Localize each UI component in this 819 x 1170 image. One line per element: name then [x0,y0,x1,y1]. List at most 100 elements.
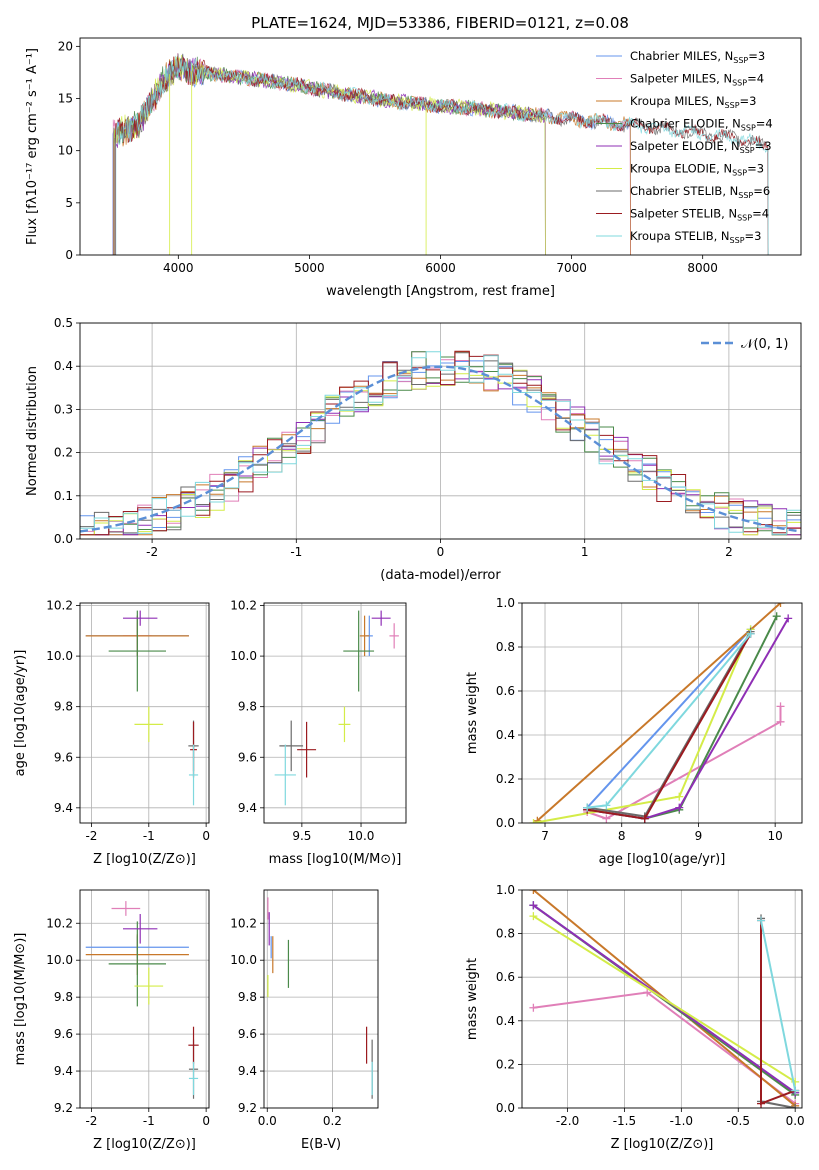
y-tick-label: 9.6 [238,750,257,764]
spectrum-line [112,53,631,255]
y-tick-label: 0.6 [496,970,515,984]
x-tick-label: 4000 [163,261,194,275]
x-tick-label: 0.2 [323,1114,342,1128]
weight-marker [529,912,538,921]
weight-line [587,631,752,818]
y-tick-label: 5 [65,196,73,210]
x-axis-label: wavelength [Angstrom, rest frame] [326,284,555,299]
x-tick-label: 0.0 [258,1114,277,1128]
weight-marker [529,901,538,910]
y-tick-label: 10.2 [230,916,257,930]
panel-2: -2 -1 0 1 2 0.0 0.1 0.2 0.3 0.4 0.5 (data-model)/er… [25,316,802,583]
plot-area [522,890,802,1108]
x-tick-label: 7 [541,829,549,843]
x-tick-label: 8 [618,829,626,843]
axes-frame [79,602,210,824]
x-axis-label: (data-model)/error [380,568,501,583]
weight-marker [602,814,611,823]
y-tick-label: 9.6 [54,1027,73,1041]
y-tick-label: 9.2 [54,1101,73,1115]
x-tick-label: -1 [143,829,155,843]
panel-4: 9.5 10.0 9.4 9.6 9.8 10.0 10.2 mass [log10(M/M⊙… [230,599,407,867]
axes-frame [263,602,407,824]
y-tick-label: 9.2 [238,1101,257,1115]
plot-area [264,890,378,1108]
weight-line [533,991,796,1105]
weight-line [536,603,782,822]
x-tick-label: -1 [290,545,302,559]
weight-line [587,617,790,820]
spectrum-line [114,53,769,255]
y-tick-label: 0.4 [496,728,515,742]
x-axis-label: Z [log10(Z/Z⊙)] [611,1137,714,1152]
x-tick-label: 10.0 [348,829,375,843]
x-tick-label: 5000 [294,261,325,275]
x-tick-label: 0 [437,545,445,559]
y-tick-label: 10.2 [46,916,73,930]
spectrum-line [115,56,769,255]
weight-marker [529,819,538,823]
weight-marker [776,717,785,726]
x-tick-label: 2 [725,545,733,559]
weight-marker [533,816,542,823]
weight-line [586,628,752,809]
legend-label: 𝒩(0, 1) [741,337,788,352]
x-tick-label: 7000 [556,261,587,275]
y-tick-label: 10.2 [230,599,257,613]
weight-marker [784,614,793,623]
legend-label: Chabrier STELIB, NSSP=6 [630,184,770,200]
plot-area [80,323,801,539]
y-tick-label: 9.4 [54,1064,73,1078]
y-tick-label: 10 [58,144,73,158]
legend-label: Kroupa MILES, NSSP=3 [630,94,756,110]
y-tick-label: 9.8 [238,990,257,1004]
y-tick-label: 10.0 [230,953,257,967]
weight-marker [675,792,684,801]
residual-histogram [80,351,801,536]
weight-marker [602,801,611,810]
y-tick-label: 0.2 [496,772,515,786]
axes-frame [521,602,803,824]
y-tick-label: 10.0 [46,953,73,967]
panel-5: 7 8 9 10 0.0 0.2 0.4 0.6 0.8 1.0 age [log10(age/yr… [465,596,803,867]
x-tick-label: 9.5 [292,829,311,843]
plot-area [112,53,769,255]
legend-label: Chabrier MILES, NSSP=3 [630,49,765,65]
x-tick-label: -1 [143,1114,155,1128]
y-tick-label: 10.0 [46,649,73,663]
normal-curve [80,365,801,533]
plot-area [80,890,209,1108]
weight-marker [776,603,785,607]
y-tick-label: 10.0 [230,649,257,663]
axes-frame [79,37,802,256]
x-tick-label: -1.0 [670,1114,693,1128]
weight-line [532,915,796,1083]
y-tick-label: 0.0 [54,532,73,546]
weight-marker [746,629,755,638]
spectrum-line [115,55,769,255]
x-tick-label: 8000 [687,261,718,275]
figure-title: PLATE=1624, MJD=53386, FIBERID=0121, z=0… [251,14,629,32]
y-axis-label: age [log10(age/yr)] [13,650,28,777]
x-tick-label: -1.5 [613,1114,636,1128]
panel-8: -2.0 -1.5 -1.0 -0.5 0.0 0.0 0.2 0.4 0.6 0.8 1.0 Z [… [465,883,805,1152]
y-tick-label: 9.4 [238,1064,257,1078]
plot-area [522,603,802,823]
y-tick-label: 0.1 [54,489,73,503]
x-axis-label: E(B-V) [301,1137,341,1152]
y-tick-label: 0.5 [54,316,73,330]
y-tick-label: 0.4 [54,359,73,373]
y-axis-label: mass weight [465,958,480,1040]
plot-area [264,603,406,823]
y-tick-label: 0.6 [496,684,515,698]
panel-3: -2 -1 0 9.4 9.6 9.8 10.0 10.2 Z [log10(Z/Z⊙)] age… [13,599,210,867]
x-tick-label: 10 [768,829,783,843]
x-axis-label: Z [log10(Z/Z⊙)] [93,852,196,867]
weight-marker [529,1003,538,1012]
weight-marker [772,612,781,621]
axes-frame [263,889,379,1109]
legend-label: Salpeter MILES, NSSP=4 [630,72,764,88]
y-tick-label: 9.6 [238,1027,257,1041]
x-axis-label: mass [log10(M/M⊙)] [269,852,402,867]
